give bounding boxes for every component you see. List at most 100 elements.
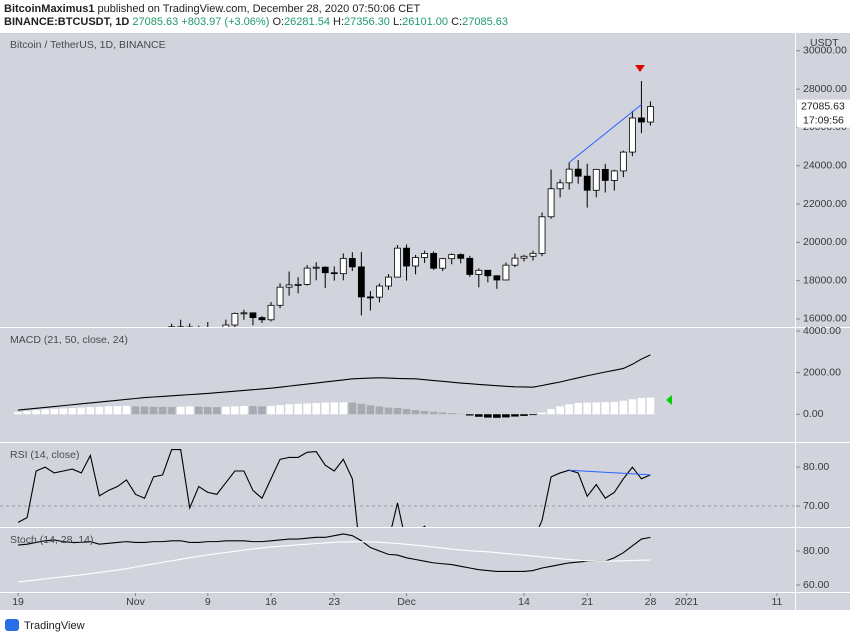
author[interactable]: BitcoinMaximus1 — [4, 3, 94, 15]
candle-body — [565, 168, 573, 184]
pane — [14, 354, 655, 418]
ohlc-value: 27356.30 — [344, 16, 390, 28]
y-tick-label: 16000.00 — [803, 313, 847, 325]
histogram-bar — [565, 404, 573, 415]
x-tick-label: 9 — [205, 596, 211, 608]
histogram-bar — [240, 405, 248, 415]
histogram-bar — [574, 403, 582, 415]
candle-body — [475, 269, 483, 275]
histogram-bar — [366, 405, 375, 415]
candle-body — [412, 257, 419, 267]
histogram-bar — [348, 402, 357, 415]
histogram-bar — [231, 406, 239, 415]
ohlc-label: H: — [333, 16, 344, 28]
histogram-bar — [411, 410, 420, 415]
candle-body — [276, 286, 284, 306]
histogram-bar — [610, 401, 619, 415]
candle-body — [448, 254, 456, 260]
pane-title: MACD (21, 50, close, 24) — [10, 334, 128, 346]
x-tick-label: 2021 — [675, 596, 699, 608]
change: +803.97 (+3.06%) — [181, 16, 269, 28]
histogram-bar — [312, 403, 320, 415]
histogram-bar — [77, 407, 86, 415]
y-tick-label: 0.00 — [803, 408, 824, 420]
histogram-bar — [619, 400, 628, 415]
histogram-bar — [185, 406, 194, 415]
histogram-bar — [339, 402, 348, 415]
header-line: BINANCE:BTCUSDT, 1D 27085.63 +803.97 (+3… — [4, 16, 508, 28]
candle-body — [638, 117, 645, 123]
histogram-bar — [50, 408, 59, 415]
candle-body — [403, 247, 410, 267]
header-line: BitcoinMaximus1 published on TradingView… — [4, 3, 420, 15]
candle-body — [258, 317, 266, 321]
indicator-line — [18, 354, 651, 411]
price-label-box — [797, 99, 850, 128]
histogram-bar — [447, 413, 456, 415]
candle-body — [493, 275, 501, 281]
ohlc-label: L: — [393, 16, 402, 28]
candle-body — [610, 170, 618, 181]
histogram-bar — [294, 403, 302, 415]
y-tick-label: 28000.00 — [803, 83, 847, 95]
candle-body — [303, 267, 311, 285]
footer[interactable]: TradingView — [5, 619, 85, 632]
histogram-bar — [258, 406, 266, 415]
pane — [168, 81, 654, 327]
candle-body — [339, 258, 347, 275]
candle-body — [502, 264, 510, 281]
histogram-bar — [158, 406, 167, 415]
histogram-bar — [538, 412, 546, 415]
histogram-bar — [420, 410, 429, 415]
pane-title: Bitcoin / TetherUS, 1D, BINANCE — [10, 39, 166, 51]
x-tick-label: 23 — [328, 596, 340, 608]
candle-body — [222, 324, 230, 327]
chart-background — [0, 33, 850, 610]
histogram-bar — [438, 412, 447, 415]
candle-body — [240, 312, 248, 315]
histogram-bar — [213, 407, 221, 415]
histogram-bar — [104, 406, 113, 415]
candle-body — [231, 312, 239, 326]
histogram-bar — [393, 408, 402, 415]
histogram-bar — [68, 408, 77, 415]
histogram-bar — [122, 405, 131, 415]
y-tick-label: 80.00 — [803, 461, 829, 473]
y-tick-label: 30000.00 — [803, 45, 847, 57]
histogram-bar — [330, 402, 339, 415]
histogram-bar — [41, 409, 49, 415]
candle-body — [583, 175, 591, 191]
histogram-bar — [14, 412, 22, 415]
candle-body — [168, 326, 176, 327]
timer: 17:09:56 — [803, 114, 844, 126]
histogram-bar — [583, 402, 592, 415]
candle-body — [366, 296, 374, 299]
histogram-bar — [285, 404, 293, 415]
histogram-bar — [402, 409, 411, 415]
histogram-bar — [465, 414, 474, 416]
candle-body — [628, 117, 636, 153]
ohlc-label: O: — [272, 16, 284, 28]
currency: USDT — [810, 37, 839, 49]
y-tick-label: 18000.00 — [803, 274, 847, 286]
y-tick-label: 2000.00 — [803, 366, 841, 378]
candle-body — [357, 266, 365, 298]
y-tick-label: 24000.00 — [803, 160, 847, 172]
candle-body — [574, 168, 582, 177]
pane-title: Stoch (14, 28, 14) — [10, 534, 93, 546]
x-tick-label: Nov — [126, 596, 145, 608]
indicator-line — [17, 449, 651, 527]
candle-body — [601, 168, 609, 181]
x-tick-label: 21 — [581, 596, 593, 608]
histogram-bar — [203, 406, 212, 415]
x-tick-label: 11 — [771, 596, 782, 608]
indicator-line — [18, 541, 651, 583]
candle-body — [285, 284, 293, 288]
brand: TradingView — [24, 620, 85, 632]
symbol: BINANCE:BTCUSDT, 1D — [4, 16, 129, 28]
histogram-bar — [475, 414, 483, 417]
x-tick-label: 14 — [518, 596, 530, 608]
histogram-bar — [628, 399, 637, 415]
candle-body — [294, 283, 302, 286]
